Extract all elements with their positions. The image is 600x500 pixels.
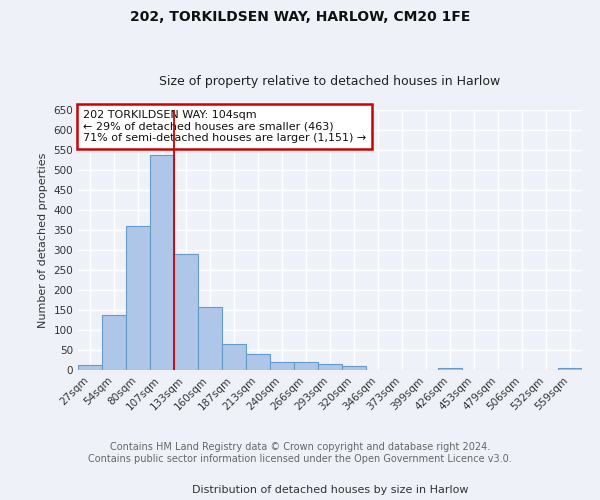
Y-axis label: Number of detached properties: Number of detached properties — [38, 152, 48, 328]
Bar — [78, 365, 102, 370]
Bar — [294, 362, 318, 370]
Bar — [318, 364, 342, 370]
Bar — [102, 315, 126, 370]
Bar — [222, 344, 246, 370]
Bar — [270, 362, 294, 370]
Bar — [150, 155, 174, 370]
Title: Size of property relative to detached houses in Harlow: Size of property relative to detached ho… — [160, 75, 500, 88]
Bar — [342, 366, 366, 370]
Text: Contains HM Land Registry data © Crown copyright and database right 2024.
Contai: Contains HM Land Registry data © Crown c… — [88, 442, 512, 464]
Bar — [198, 307, 222, 370]
Bar — [438, 368, 462, 370]
Text: 202, TORKILDSEN WAY, HARLOW, CM20 1FE: 202, TORKILDSEN WAY, HARLOW, CM20 1FE — [130, 10, 470, 24]
Bar — [558, 368, 582, 370]
Bar — [246, 354, 270, 370]
Bar — [174, 254, 198, 370]
Text: 202 TORKILDSEN WAY: 104sqm
← 29% of detached houses are smaller (463)
71% of sem: 202 TORKILDSEN WAY: 104sqm ← 29% of deta… — [83, 110, 366, 143]
Bar — [126, 226, 150, 370]
Text: Distribution of detached houses by size in Harlow: Distribution of detached houses by size … — [192, 485, 468, 495]
